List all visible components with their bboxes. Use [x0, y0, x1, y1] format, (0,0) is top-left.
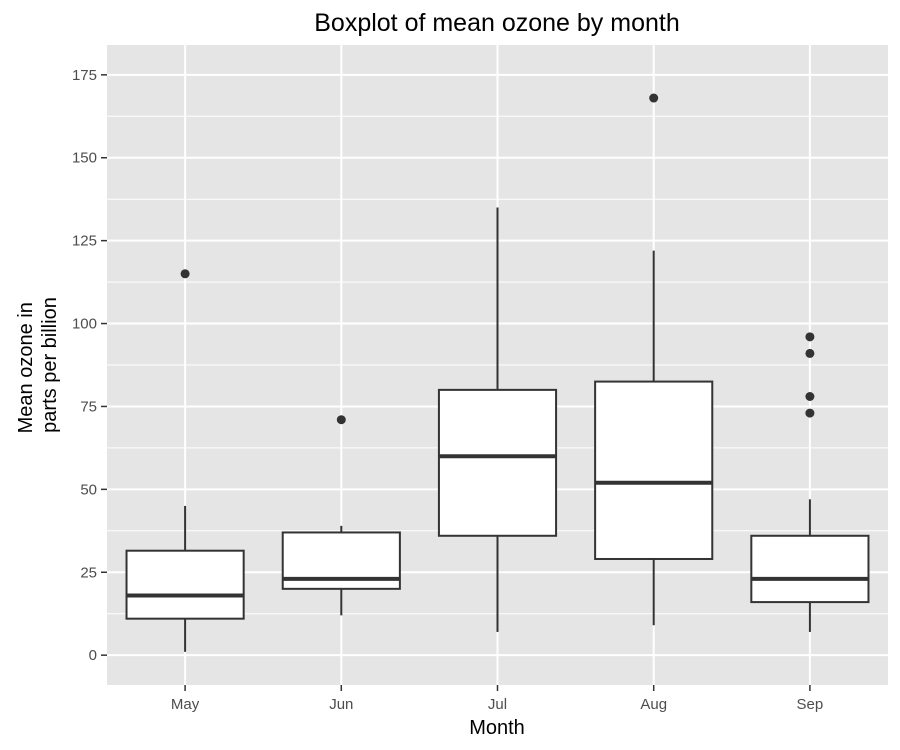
- outlier-point: [805, 408, 815, 418]
- x-axis-title: Month: [469, 717, 525, 739]
- y-axis-title: Mean ozone in parts per billion: [15, 297, 61, 434]
- x-axis: May Jun Jul Aug Sep: [171, 685, 823, 713]
- outlier-point: [805, 392, 815, 402]
- box-jun: [281, 415, 401, 616]
- x-tick-label: Aug: [640, 696, 667, 713]
- iqr-box: [594, 380, 714, 560]
- iqr-box: [437, 388, 558, 537]
- y-tick-label: 75: [80, 398, 97, 415]
- y-tick-label: 150: [72, 150, 97, 167]
- outlier-point: [805, 332, 815, 342]
- chart-title: Boxplot of mean ozone by month: [314, 9, 680, 37]
- y-tick-label: 25: [80, 564, 97, 581]
- box-series: [125, 93, 870, 652]
- x-tick-label: Jul: [488, 696, 507, 713]
- y-axis-title-line-2: parts per billion: [39, 297, 61, 433]
- y-tick-label: 125: [72, 233, 97, 250]
- x-tick-label: Jun: [329, 696, 353, 713]
- y-tick-label: 50: [80, 481, 97, 498]
- x-tick-label: May: [171, 696, 200, 713]
- outlier-point: [180, 269, 190, 279]
- x-tick-label: Sep: [797, 696, 824, 713]
- box-may: [125, 269, 245, 652]
- outlier-point: [649, 93, 659, 103]
- iqr-box: [125, 549, 245, 620]
- box-sep: [750, 332, 870, 632]
- y-tick-label: 0: [89, 647, 97, 664]
- iqr-box: [750, 534, 870, 604]
- box-aug: [594, 93, 714, 626]
- y-axis: 0 25 50 75 100 125 150 175: [72, 67, 107, 664]
- outlier-point: [805, 348, 815, 358]
- box-jul: [437, 207, 558, 632]
- y-axis-title-line-1: Mean ozone in: [15, 302, 37, 433]
- outlier-point: [336, 415, 346, 425]
- y-tick-label: 175: [72, 67, 97, 84]
- y-tick-label: 100: [72, 316, 97, 333]
